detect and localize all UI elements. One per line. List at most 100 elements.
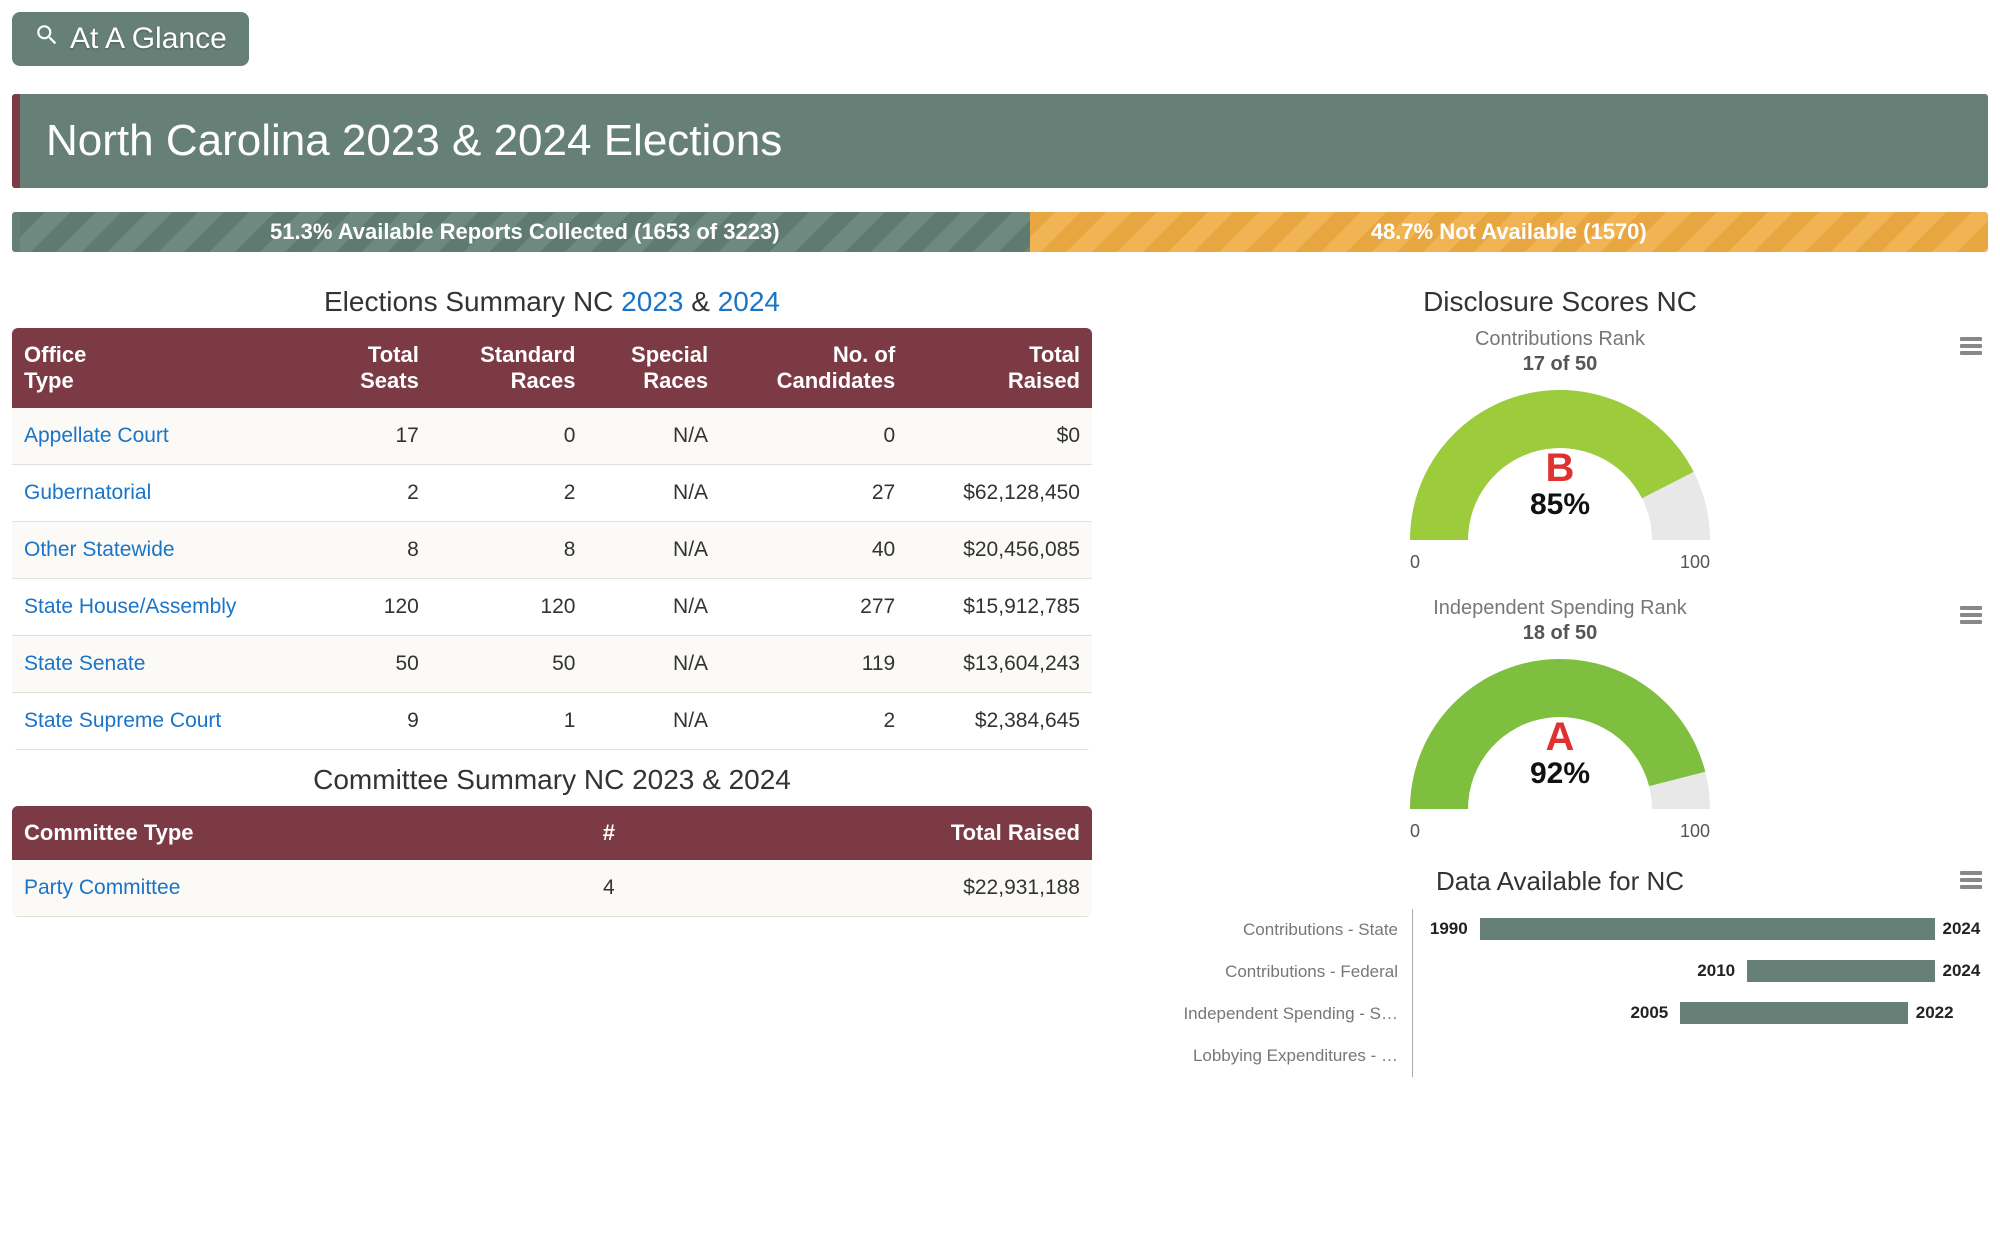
search-icon	[34, 22, 60, 56]
table-header: TotalRaised	[907, 328, 1092, 408]
table-row: Other Statewide88N/A40$20,456,085	[12, 522, 1092, 579]
data-available-row	[1413, 1035, 1988, 1077]
data-available-row: 2005 2022	[1413, 993, 1988, 1035]
range-end-label: 2024	[1943, 961, 1981, 981]
committee-summary-table: Committee Type#Total Raised Party Commit…	[12, 806, 1092, 917]
cell-std: 1	[431, 693, 588, 750]
gauge-tick-min: 0	[1410, 552, 1420, 573]
table-header: SpecialRaces	[587, 328, 720, 408]
cell-seats: 50	[322, 636, 431, 693]
data-available-row: 2010 2024	[1413, 951, 1988, 993]
cell-spec: N/A	[587, 465, 720, 522]
gauge-tick-min: 0	[1410, 821, 1420, 842]
gauge-subtitle: Contributions Rank	[1132, 328, 1988, 351]
cell-spec: N/A	[587, 636, 720, 693]
elections-summary-title: Elections Summary NC 2023 & 2024	[12, 286, 1092, 318]
data-available-row: 1990 2024	[1413, 909, 1988, 951]
cell-std: 2	[431, 465, 588, 522]
gauge-menu-icon[interactable]	[1960, 603, 1982, 627]
gauge-subtitle: Independent Spending Rank	[1132, 597, 1988, 620]
committee-summary-title: Committee Summary NC 2023 & 2024	[12, 764, 1092, 796]
office-link[interactable]: State House/Assembly	[24, 595, 236, 618]
cell-raised: $15,912,785	[907, 579, 1092, 636]
data-available-label: Contributions - Federal	[1132, 951, 1412, 993]
data-available-title: Data Available for NC	[1132, 866, 1988, 897]
gauge-rank: 17 of 50	[1132, 353, 1988, 376]
cell-seats: 17	[322, 408, 431, 465]
gauge-grade: B	[1546, 446, 1575, 491]
table-header: Total Raised	[660, 806, 1092, 860]
data-available-label: Independent Spending - S…	[1132, 993, 1412, 1035]
cell-raised: $0	[907, 408, 1092, 465]
range-start-label: 2005	[1630, 1003, 1668, 1023]
table-header: No. ofCandidates	[720, 328, 907, 408]
cell-seats: 120	[322, 579, 431, 636]
office-link[interactable]: Appellate Court	[24, 424, 169, 447]
range-end-label: 2024	[1943, 919, 1981, 939]
table-row: Party Committee 4$22,931,188	[12, 860, 1092, 917]
gauge-menu-icon[interactable]	[1960, 334, 1982, 358]
cell-spec: N/A	[587, 579, 720, 636]
office-link[interactable]: Other Statewide	[24, 538, 175, 561]
table-row: State House/Assembly120120N/A277$15,912,…	[12, 579, 1092, 636]
table-row: Appellate Court170N/A0$0	[12, 408, 1092, 465]
cell-raised: $22,931,188	[660, 860, 1092, 917]
table-header: Committee Type	[12, 806, 558, 860]
cell-seats: 8	[322, 522, 431, 579]
committee-link[interactable]: Party Committee	[24, 876, 180, 899]
data-available-label: Contributions - State	[1132, 909, 1412, 951]
cell-spec: N/A	[587, 693, 720, 750]
cell-std: 8	[431, 522, 588, 579]
office-link[interactable]: State Senate	[24, 652, 145, 675]
progress-collected-segment: 51.3% Available Reports Collected (1653 …	[20, 212, 1030, 252]
cell-std: 0	[431, 408, 588, 465]
progress-notavail-label: 48.7% Not Available (1570)	[1371, 219, 1647, 244]
range-bar	[1680, 1002, 1907, 1024]
cell-raised: $2,384,645	[907, 693, 1092, 750]
cell-seats: 9	[322, 693, 431, 750]
table-row: Gubernatorial22N/A27$62,128,450	[12, 465, 1092, 522]
table-header: TotalSeats	[322, 328, 431, 408]
office-link[interactable]: State Supreme Court	[24, 709, 221, 732]
year-link-2023[interactable]: 2023	[621, 286, 683, 317]
gauge-percent: 85%	[1530, 488, 1590, 522]
data-available-menu-icon[interactable]	[1960, 868, 1982, 892]
gauge-panel: Contributions Rank 17 of 50 B 85% 0 100	[1132, 328, 1988, 573]
data-available-section: Data Available for NC Contributions - St…	[1132, 866, 1988, 1077]
at-a-glance-button[interactable]: At A Glance	[12, 12, 249, 66]
table-header: StandardRaces	[431, 328, 588, 408]
gauge-rank: 18 of 50	[1132, 622, 1988, 645]
range-start-label: 2010	[1697, 961, 1735, 981]
table-header: #	[558, 806, 660, 860]
range-start-label: 1990	[1430, 919, 1468, 939]
range-bar	[1747, 960, 1934, 982]
cell-cand: 119	[720, 636, 907, 693]
cell-spec: N/A	[587, 522, 720, 579]
at-a-glance-label: At A Glance	[70, 22, 227, 56]
cell-std: 120	[431, 579, 588, 636]
disclosure-scores-title: Disclosure Scores NC	[1132, 286, 1988, 318]
cell-spec: N/A	[587, 408, 720, 465]
cell-raised: $20,456,085	[907, 522, 1092, 579]
range-bar	[1480, 918, 1935, 940]
gauge-ticks: 0 100	[1410, 552, 1710, 573]
progress-notavail-segment: 48.7% Not Available (1570)	[1030, 212, 1988, 252]
range-end-label: 2022	[1916, 1003, 1954, 1023]
gauge-tick-max: 100	[1680, 821, 1710, 842]
cell-count: 4	[558, 860, 660, 917]
page-title: North Carolina 2023 & 2024 Elections	[12, 94, 1988, 188]
gauge-panel: Independent Spending Rank 18 of 50 A 92%…	[1132, 597, 1988, 842]
office-link[interactable]: Gubernatorial	[24, 481, 151, 504]
cell-cand: 277	[720, 579, 907, 636]
cell-cand: 0	[720, 408, 907, 465]
cell-cand: 40	[720, 522, 907, 579]
cell-seats: 2	[322, 465, 431, 522]
cell-cand: 2	[720, 693, 907, 750]
table-row: State Senate5050N/A119$13,604,243	[12, 636, 1092, 693]
table-header: OfficeType	[12, 328, 322, 408]
gauge-ticks: 0 100	[1410, 821, 1710, 842]
year-link-2024[interactable]: 2024	[718, 286, 780, 317]
cell-raised: $13,604,243	[907, 636, 1092, 693]
gauge-grade: A	[1546, 715, 1575, 760]
gauge-tick-max: 100	[1680, 552, 1710, 573]
